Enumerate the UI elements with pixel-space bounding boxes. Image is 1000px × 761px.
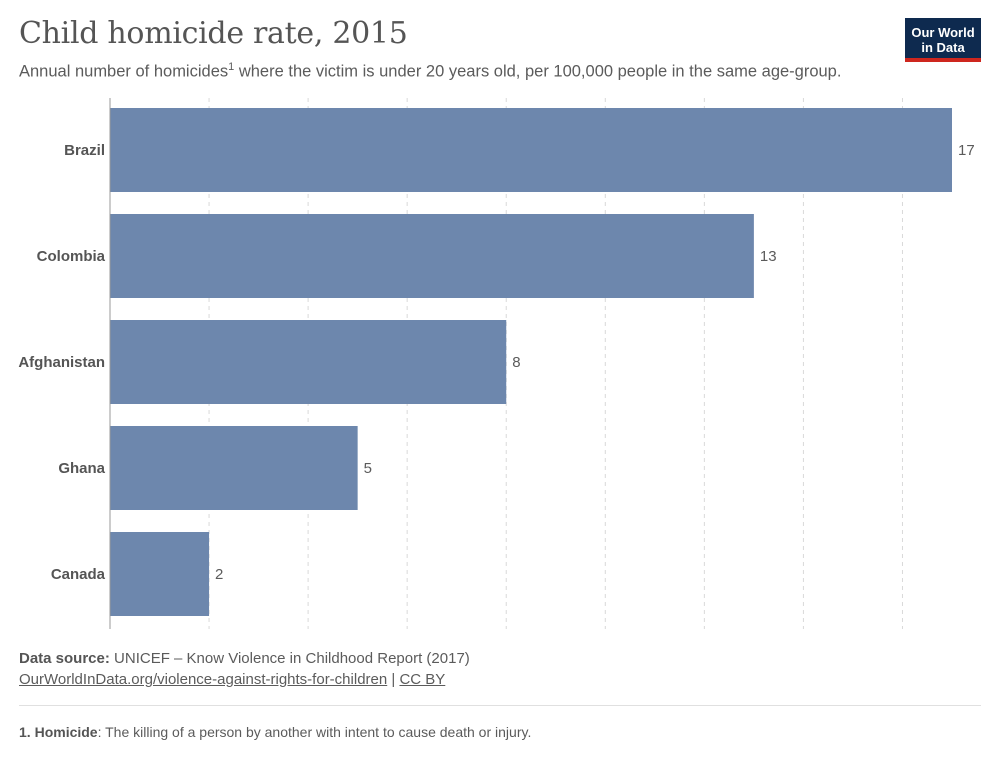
data-source: Data source: UNICEF – Know Violence in C… (19, 648, 470, 669)
category-label: Canada (51, 566, 106, 583)
value-label: 2 (215, 566, 223, 583)
category-label: Colombia (37, 248, 106, 265)
bar-colombia[interactable] (110, 214, 754, 298)
chart-footer: Data source: UNICEF – Know Violence in C… (19, 648, 470, 690)
value-label: 8 (512, 354, 520, 371)
footnote-number: 1. (19, 724, 31, 740)
logo-line-1: Our World (911, 25, 975, 40)
source-url-link[interactable]: OurWorldInData.org/violence-against-righ… (19, 671, 388, 688)
bar-brazil[interactable] (110, 108, 952, 192)
bar-canada[interactable] (110, 532, 210, 616)
source-links: OurWorldInData.org/violence-against-righ… (19, 669, 470, 690)
logo-line-2: in Data (921, 40, 965, 55)
bar-afghanistan[interactable] (110, 320, 507, 404)
chart-title: Child homicide rate, 2015 (19, 16, 408, 51)
link-separator: | (387, 671, 400, 688)
subtitle-text-rest: where the victim is under 20 years old, … (234, 62, 842, 81)
footnote-term: Homicide (34, 724, 98, 740)
category-label: Afghanistan (18, 354, 105, 371)
footer-divider (19, 705, 981, 706)
subtitle-text: Annual number of homicides (19, 62, 229, 81)
footnote-definition: : The killing of a person by another wit… (97, 724, 532, 740)
category-label: Brazil (64, 142, 105, 159)
data-source-label: Data source: (19, 650, 110, 667)
bar-chart: Brazil 17 Colombia 13 Afghanistan 8 Ghana 5 Cana… (18, 98, 975, 629)
category-label: Ghana (58, 460, 105, 477)
chart-subtitle: Annual number of homicides1 where the vi… (19, 61, 841, 82)
footnote: 1. Homicide: The killing of a person by … (19, 724, 531, 740)
value-label: 13 (760, 248, 777, 265)
data-source-text: UNICEF – Know Violence in Childhood Repo… (109, 650, 470, 667)
value-label: 5 (364, 460, 372, 477)
license-link[interactable]: CC BY (399, 671, 446, 688)
footnote-marker[interactable]: 1 (228, 61, 235, 73)
owid-logo[interactable]: Our World in Data (905, 18, 981, 62)
value-label: 17 (958, 142, 975, 159)
bar-ghana[interactable] (110, 426, 358, 510)
